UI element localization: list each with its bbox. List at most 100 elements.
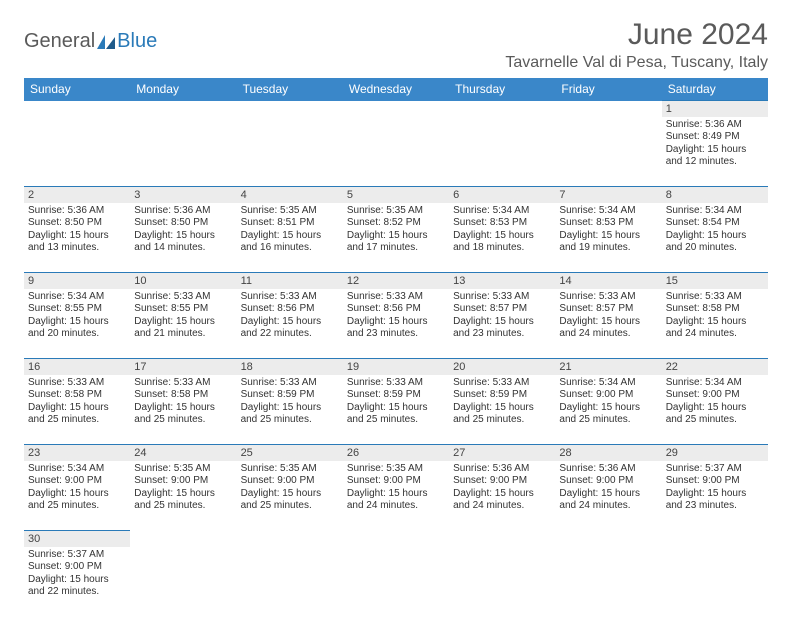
sunrise-text: Sunrise: 5:33 AM bbox=[241, 291, 339, 304]
logo-flag-icon bbox=[97, 35, 117, 49]
day-header: Sunday bbox=[24, 78, 130, 101]
d2-text: and 14 minutes. bbox=[134, 242, 232, 255]
d2-text: and 25 minutes. bbox=[666, 414, 764, 427]
sunrise-text: Sunrise: 5:34 AM bbox=[666, 377, 764, 390]
sunset-text: Sunset: 8:51 PM bbox=[241, 217, 339, 230]
day-header: Tuesday bbox=[237, 78, 343, 101]
day-cell: Sunrise: 5:36 AMSunset: 9:00 PMDaylight:… bbox=[449, 461, 555, 531]
d2-text: and 25 minutes. bbox=[134, 500, 232, 513]
sunset-text: Sunset: 8:53 PM bbox=[453, 217, 551, 230]
d1-text: Daylight: 15 hours bbox=[241, 316, 339, 329]
d2-text: and 17 minutes. bbox=[347, 242, 445, 255]
day-number bbox=[555, 101, 661, 117]
sunrise-text: Sunrise: 5:34 AM bbox=[453, 205, 551, 218]
logo-text-blue: Blue bbox=[117, 30, 157, 53]
sunset-text: Sunset: 8:49 PM bbox=[666, 131, 764, 144]
sunset-text: Sunset: 8:59 PM bbox=[453, 389, 551, 402]
sunset-text: Sunset: 8:50 PM bbox=[134, 217, 232, 230]
d2-text: and 18 minutes. bbox=[453, 242, 551, 255]
day-cell bbox=[343, 547, 449, 617]
d1-text: Daylight: 15 hours bbox=[453, 488, 551, 501]
day-number: 11 bbox=[237, 273, 343, 289]
day-number: 20 bbox=[449, 359, 555, 375]
day-cell: Sunrise: 5:35 AMSunset: 8:51 PMDaylight:… bbox=[237, 203, 343, 273]
day-number bbox=[237, 101, 343, 117]
day-cell bbox=[237, 547, 343, 617]
day-header: Wednesday bbox=[343, 78, 449, 101]
day-header: Saturday bbox=[662, 78, 768, 101]
sunset-text: Sunset: 9:00 PM bbox=[666, 475, 764, 488]
day-cell bbox=[449, 547, 555, 617]
sunrise-text: Sunrise: 5:33 AM bbox=[666, 291, 764, 304]
logo-text-general: General bbox=[24, 30, 95, 53]
d1-text: Daylight: 15 hours bbox=[28, 316, 126, 329]
d1-text: Daylight: 15 hours bbox=[347, 488, 445, 501]
calendar-body: 1 Sunrise: 5:36 AM Sunset: 8:49 PM Daylight… bbox=[24, 101, 768, 617]
day-number: 4 bbox=[237, 187, 343, 203]
sunrise-text: Sunrise: 5:37 AM bbox=[666, 463, 764, 476]
d2-text: and 24 minutes. bbox=[453, 500, 551, 513]
sunset-text: Sunset: 8:57 PM bbox=[559, 303, 657, 316]
d1-text: Daylight: 15 hours bbox=[559, 230, 657, 243]
d2-text: and 19 minutes. bbox=[559, 242, 657, 255]
d2-text: and 20 minutes. bbox=[666, 242, 764, 255]
sunset-text: Sunset: 8:54 PM bbox=[666, 217, 764, 230]
day-number bbox=[343, 531, 449, 547]
day-cell bbox=[24, 117, 130, 187]
sunrise-text: Sunrise: 5:33 AM bbox=[347, 291, 445, 304]
d1-text: Daylight: 15 hours bbox=[666, 230, 764, 243]
sunrise-text: Sunrise: 5:35 AM bbox=[241, 463, 339, 476]
day-header: Friday bbox=[555, 78, 661, 101]
sunset-text: Sunset: 8:57 PM bbox=[453, 303, 551, 316]
day-number: 28 bbox=[555, 445, 661, 461]
d2-text: and 20 minutes. bbox=[28, 328, 126, 341]
sunrise-text: Sunrise: 5:34 AM bbox=[28, 291, 126, 304]
d1-text: Daylight: 15 hours bbox=[28, 574, 126, 587]
d1-text: Daylight: 15 hours bbox=[453, 402, 551, 415]
day-number bbox=[555, 531, 661, 547]
sunset-text: Sunset: 9:00 PM bbox=[28, 475, 126, 488]
d1-text: Daylight: 15 hours bbox=[134, 402, 232, 415]
d1-text: Daylight: 15 hours bbox=[666, 488, 764, 501]
day-content-row: Sunrise: 5:34 AMSunset: 8:55 PMDaylight:… bbox=[24, 289, 768, 359]
d2-text: and 23 minutes. bbox=[347, 328, 445, 341]
sunrise-text: Sunrise: 5:33 AM bbox=[453, 291, 551, 304]
daynum-row: 9101112131415 bbox=[24, 273, 768, 289]
d1-text: Daylight: 15 hours bbox=[241, 230, 339, 243]
sunset-text: Sunset: 8:58 PM bbox=[666, 303, 764, 316]
sunrise-text: Sunrise: 5:35 AM bbox=[134, 463, 232, 476]
day-number: 2 bbox=[24, 187, 130, 203]
day-number: 5 bbox=[343, 187, 449, 203]
day-number: 12 bbox=[343, 273, 449, 289]
day-cell: Sunrise: 5:33 AMSunset: 8:57 PMDaylight:… bbox=[555, 289, 661, 359]
day-cell: Sunrise: 5:34 AMSunset: 9:00 PMDaylight:… bbox=[24, 461, 130, 531]
day-cell: Sunrise: 5:34 AMSunset: 9:00 PMDaylight:… bbox=[555, 375, 661, 445]
sunset-text: Sunset: 8:58 PM bbox=[28, 389, 126, 402]
sunset-text: Sunset: 9:00 PM bbox=[241, 475, 339, 488]
day-cell: Sunrise: 5:35 AMSunset: 8:52 PMDaylight:… bbox=[343, 203, 449, 273]
day-number bbox=[449, 531, 555, 547]
sunset-text: Sunset: 9:00 PM bbox=[28, 561, 126, 574]
sunrise-text: Sunrise: 5:36 AM bbox=[134, 205, 232, 218]
d2-text: and 25 minutes. bbox=[28, 500, 126, 513]
day-cell: Sunrise: 5:33 AMSunset: 8:56 PMDaylight:… bbox=[343, 289, 449, 359]
day-cell bbox=[130, 117, 236, 187]
daynum-row: 1 bbox=[24, 101, 768, 117]
day-number bbox=[449, 101, 555, 117]
d2-text: and 24 minutes. bbox=[559, 500, 657, 513]
sunrise-text: Sunrise: 5:33 AM bbox=[28, 377, 126, 390]
d2-text: and 12 minutes. bbox=[666, 156, 764, 169]
day-number: 9 bbox=[24, 273, 130, 289]
sunset-text: Sunset: 9:00 PM bbox=[666, 389, 764, 402]
day-number: 19 bbox=[343, 359, 449, 375]
day-number bbox=[130, 531, 236, 547]
d2-text: and 25 minutes. bbox=[28, 414, 126, 427]
d2-text: and 25 minutes. bbox=[559, 414, 657, 427]
d1-text: Daylight: 15 hours bbox=[347, 402, 445, 415]
day-number: 22 bbox=[662, 359, 768, 375]
day-cell: Sunrise: 5:34 AMSunset: 8:55 PMDaylight:… bbox=[24, 289, 130, 359]
day-cell: Sunrise: 5:35 AMSunset: 9:00 PMDaylight:… bbox=[237, 461, 343, 531]
sunset-text: Sunset: 9:00 PM bbox=[453, 475, 551, 488]
day-cell: Sunrise: 5:35 AMSunset: 9:00 PMDaylight:… bbox=[343, 461, 449, 531]
daynum-row: 30 bbox=[24, 531, 768, 547]
